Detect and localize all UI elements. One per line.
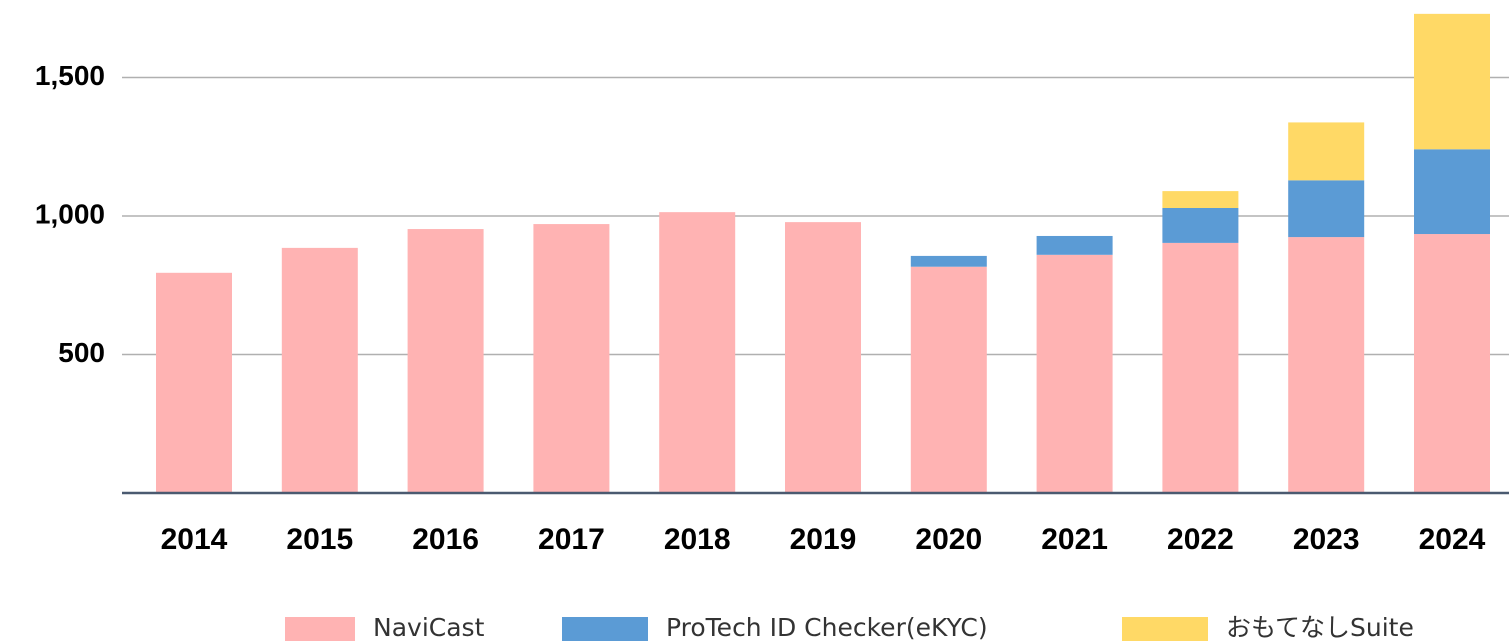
legend-swatch [1122,617,1208,641]
bar-segment [1288,237,1365,493]
bar-segment [533,224,610,493]
legend-swatch [285,617,355,641]
bar-segment [156,272,232,493]
bar-segment [281,247,358,493]
x-tick-label: 2020 [915,523,982,556]
bar-segment [910,255,987,267]
x-tick-label: 2022 [1167,523,1234,556]
bar-segment [1414,149,1490,235]
bar-segment [1162,208,1239,243]
y-tick-label: 1,500 [35,60,105,91]
bar-segment [785,222,861,494]
x-tick-label: 2014 [161,523,228,556]
legend-label: おもてなしSuite [1226,613,1414,642]
bar-segment [659,212,736,493]
bar-segment [1288,122,1365,181]
bar-segment [407,229,484,493]
bar-segment [1414,13,1490,150]
bar-segment [1036,235,1113,255]
x-tick-label: 2023 [1293,523,1360,556]
legend-label: NaviCast [373,613,485,642]
bar-segment [910,266,987,493]
bar-segment [1036,254,1113,493]
y-tick-label: 500 [58,337,105,368]
x-tick-label: 2016 [412,523,479,556]
x-tick-label: 2018 [664,523,731,556]
x-tick-label: 2024 [1419,523,1486,556]
bar-segment [1288,180,1365,238]
legend-swatch [562,617,648,641]
bar-segment [1162,242,1239,493]
x-tick-label: 2021 [1041,523,1108,556]
bar-segment [1162,191,1239,209]
x-tick-label: 2017 [538,523,605,556]
x-tick-label: 2015 [286,523,353,556]
bar-segment [1414,234,1490,494]
legend-label: ProTech ID Checker(eKYC) [666,613,988,642]
y-tick-label: 1,000 [35,198,105,229]
x-tick-label: 2019 [790,523,857,556]
